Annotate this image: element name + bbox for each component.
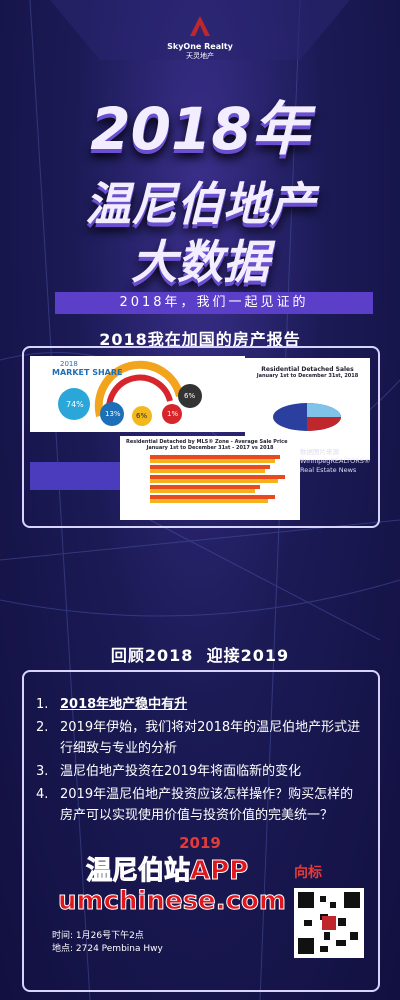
promo-year: 2019 (179, 834, 221, 852)
ds-subtitle: January 1st to December 31st, 2018 (256, 373, 359, 379)
market-share-graphic (58, 360, 202, 426)
event-time: 时间: 1月26号下午2点 (52, 931, 144, 941)
section-title: 回顾2018 迎接2019 (110, 646, 290, 665)
ms-label: 13% (105, 410, 121, 418)
item-number: 3. (36, 764, 49, 779)
hero-line: 大数据 (131, 235, 269, 289)
source-line: WinnipegREALTORS® (300, 457, 371, 465)
image-strip (30, 462, 120, 490)
source-line: 数据图片来源 (300, 448, 339, 456)
event-place: 地点: 2724 Pembina Hwy (52, 944, 163, 954)
ds-title: Residential Detached Sales (261, 366, 354, 373)
item-number: 2. (36, 720, 49, 735)
item-text: 2019年伊始，我们将对2018年的温尼伯地产形式进行细致与专业的分析 (60, 720, 361, 756)
ap-subtitle: January 1st to December 31st - 2017 vs 2… (146, 445, 274, 451)
logo-name: SkyOne Realty (167, 42, 233, 51)
ms-title: MARKET SHARE (52, 368, 123, 377)
ms-label: 6% (184, 392, 196, 400)
item-number: 4. (36, 787, 49, 802)
ms-year: 2018 (60, 360, 78, 368)
avg-price-image: Residential Detached by MLS® Zone - Aver… (120, 436, 300, 520)
qr-code (294, 888, 364, 958)
agenda-item: 3. 温尼伯地产投资在2019年将面临新的变化 (36, 761, 366, 782)
promo-tag: 向标 (294, 865, 322, 881)
item-text: 2018年地产稳中有升 (60, 697, 188, 712)
image-panel (22, 346, 380, 528)
ms-label: 74% (66, 400, 84, 409)
item-text: 温尼伯地产投资在2019年将面临新的变化 (60, 764, 302, 779)
ds-pie (273, 403, 341, 431)
promo-app: 温尼伯站APP (85, 856, 249, 887)
banner: 2018年，我们一起见证的 (55, 292, 373, 314)
image-source: 数据图片来源 WinnipegREALTORS® Real Estate New… (300, 448, 370, 475)
agenda-item: 1. 2018年地产稳中有升 (36, 694, 366, 715)
ap-title: Residential Detached by MLS® Zone - Aver… (126, 439, 288, 445)
logo-name-cn: 天灵地产 (186, 52, 214, 60)
ms-label: 1% (167, 410, 179, 418)
promo-site: umchinese.com (58, 886, 287, 917)
source-line: Real Estate News (300, 466, 357, 474)
hero-line: 温尼伯地产 (85, 177, 315, 231)
logo: SkyOne Realty 天灵地产 (0, 14, 400, 61)
item-number: 1. (36, 697, 49, 712)
hero-year: 2018年 (90, 95, 310, 163)
agenda-item: 4. 2019年温尼伯地产投资应该怎样操作？购买怎样的房产可以实现使用价值与投资价… (36, 784, 366, 826)
ms-label: 6% (136, 412, 148, 420)
agenda-item: 2. 2019年伊始，我们将对2018年的温尼伯地产形式进行细致与专业的分析 (36, 717, 366, 759)
logo-icon (190, 16, 210, 36)
event-info: 时间: 1月26号下午2点 地点: 2724 Pembina Hwy (52, 930, 163, 956)
item-text: 2019年温尼伯地产投资应该怎样操作？购买怎样的房产可以实现使用价值与投资价值的… (60, 787, 354, 823)
agenda-box (22, 670, 380, 992)
market-share-image: 2018 MARKET SHARE 74% 13% 6% 1% 6% (30, 356, 245, 432)
report-title: 2018我在加国的房产报告 (99, 330, 301, 349)
ap-bars (150, 455, 285, 503)
